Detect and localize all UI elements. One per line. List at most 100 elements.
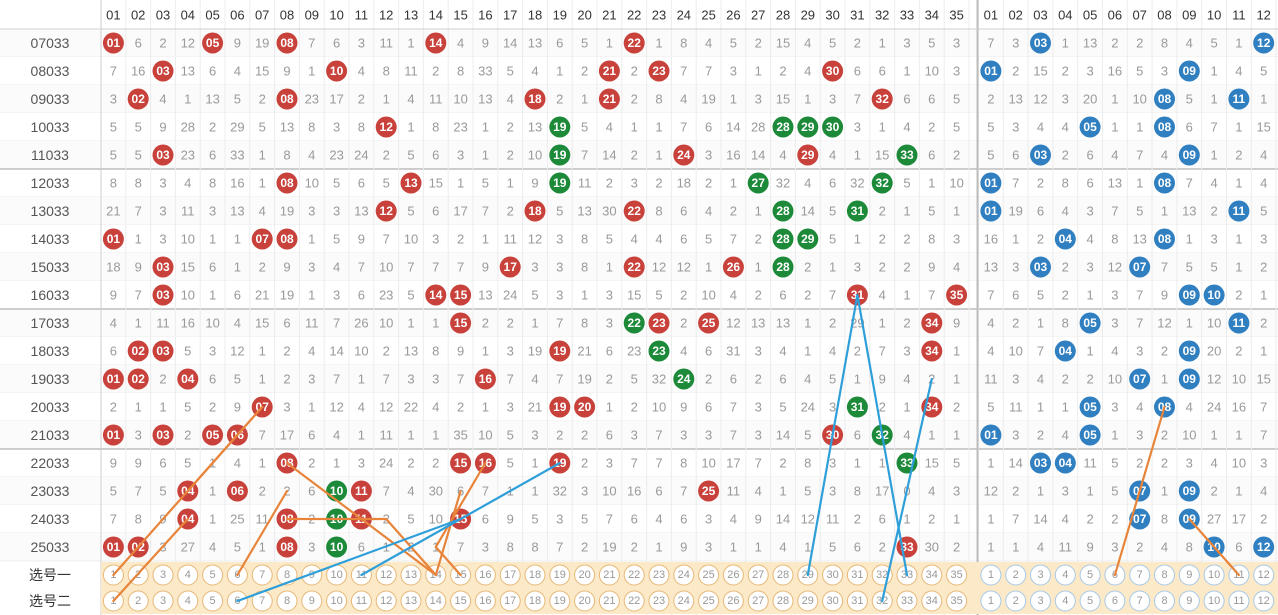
- back-hit-ball[interactable]: [980, 172, 1002, 194]
- pick-ball[interactable]: [921, 564, 943, 586]
- front-hit-ball[interactable]: [276, 172, 298, 194]
- front-hit-ball[interactable]: [549, 116, 571, 138]
- front-hit-ball[interactable]: [574, 396, 596, 418]
- front-hit-ball[interactable]: [722, 256, 744, 278]
- front-hit-ball[interactable]: [425, 32, 447, 54]
- front-hit-ball[interactable]: [797, 116, 819, 138]
- front-hit-ball[interactable]: [846, 396, 868, 418]
- front-hit-ball[interactable]: [524, 200, 546, 222]
- front-hit-ball[interactable]: [896, 144, 918, 166]
- pick-ball[interactable]: [301, 590, 323, 612]
- front-hit-ball[interactable]: [871, 172, 893, 194]
- back-hit-ball[interactable]: [1203, 284, 1225, 306]
- front-hit-ball[interactable]: [623, 200, 645, 222]
- front-hit-ball[interactable]: [177, 368, 199, 390]
- front-hit-ball[interactable]: [698, 312, 720, 334]
- front-hit-ball[interactable]: [549, 144, 571, 166]
- pick-ball[interactable]: [474, 590, 496, 612]
- back-hit-ball[interactable]: [1154, 116, 1175, 138]
- back-hit-ball[interactable]: [1154, 172, 1175, 194]
- front-hit-ball[interactable]: [152, 340, 174, 362]
- front-hit-ball[interactable]: [276, 88, 298, 110]
- back-hit-ball[interactable]: [1079, 396, 1101, 418]
- pick-ball[interactable]: [177, 564, 199, 586]
- front-hit-ball[interactable]: [598, 88, 620, 110]
- back-hit-ball[interactable]: [1178, 284, 1200, 306]
- back-hit-ball[interactable]: [1030, 32, 1051, 54]
- front-hit-ball[interactable]: [326, 60, 348, 82]
- pick-ball[interactable]: [276, 590, 298, 612]
- pick-ball[interactable]: [648, 590, 670, 612]
- front-hit-ball[interactable]: [648, 312, 670, 334]
- pick-ball[interactable]: [698, 590, 720, 612]
- back-hit-ball[interactable]: [1253, 32, 1275, 54]
- pick-ball[interactable]: [1253, 590, 1275, 612]
- back-hit-ball[interactable]: [1178, 480, 1200, 502]
- front-hit-ball[interactable]: [375, 116, 397, 138]
- pick-ball[interactable]: [350, 590, 372, 612]
- front-hit-ball[interactable]: [921, 312, 943, 334]
- pick-ball[interactable]: [772, 564, 794, 586]
- pick-ball[interactable]: [1079, 590, 1101, 612]
- pick-ball[interactable]: [1005, 564, 1027, 586]
- pick-ball[interactable]: [1030, 564, 1051, 586]
- pick-ball[interactable]: [673, 564, 695, 586]
- pick-ball[interactable]: [698, 564, 720, 586]
- pick-ball[interactable]: [202, 564, 224, 586]
- front-hit-ball[interactable]: [822, 60, 844, 82]
- front-hit-ball[interactable]: [474, 368, 496, 390]
- pick-ball[interactable]: [722, 590, 744, 612]
- pick-ball[interactable]: [450, 590, 472, 612]
- pick-ball[interactable]: [1178, 564, 1200, 586]
- pick-ball[interactable]: [400, 590, 422, 612]
- pick-ball[interactable]: [375, 590, 397, 612]
- pick-ball[interactable]: [797, 590, 819, 612]
- pick-ball[interactable]: [921, 590, 943, 612]
- pick-ball[interactable]: [177, 590, 199, 612]
- back-hit-ball[interactable]: [980, 200, 1002, 222]
- pick-ball[interactable]: [722, 564, 744, 586]
- back-hit-ball[interactable]: [1030, 144, 1051, 166]
- back-hit-ball[interactable]: [1178, 368, 1200, 390]
- back-hit-ball[interactable]: [980, 60, 1002, 82]
- front-hit-ball[interactable]: [648, 340, 670, 362]
- front-hit-ball[interactable]: [946, 284, 968, 306]
- front-hit-ball[interactable]: [549, 172, 571, 194]
- front-hit-ball[interactable]: [326, 536, 348, 558]
- back-hit-ball[interactable]: [1054, 452, 1076, 474]
- front-hit-ball[interactable]: [673, 368, 695, 390]
- pick-ball[interactable]: [1005, 590, 1027, 612]
- front-hit-ball[interactable]: [871, 88, 893, 110]
- pick-ball[interactable]: [1154, 564, 1175, 586]
- front-hit-ball[interactable]: [623, 32, 645, 54]
- pick-ball[interactable]: [673, 590, 695, 612]
- front-hit-ball[interactable]: [450, 284, 472, 306]
- front-hit-ball[interactable]: [499, 256, 521, 278]
- front-hit-ball[interactable]: [102, 536, 124, 558]
- pick-ball[interactable]: [1154, 590, 1175, 612]
- front-hit-ball[interactable]: [822, 116, 844, 138]
- back-hit-ball[interactable]: [1054, 228, 1076, 250]
- front-hit-ball[interactable]: [276, 536, 298, 558]
- front-hit-ball[interactable]: [846, 200, 868, 222]
- pick-ball[interactable]: [1178, 590, 1200, 612]
- front-hit-ball[interactable]: [102, 368, 124, 390]
- pick-ball[interactable]: [574, 564, 596, 586]
- pick-ball[interactable]: [1054, 590, 1076, 612]
- pick-ball[interactable]: [896, 590, 918, 612]
- pick-ball[interactable]: [152, 590, 174, 612]
- pick-ball[interactable]: [499, 564, 521, 586]
- back-hit-ball[interactable]: [1154, 88, 1175, 110]
- front-hit-ball[interactable]: [102, 228, 124, 250]
- front-hit-ball[interactable]: [450, 452, 472, 474]
- pick-ball[interactable]: [1129, 590, 1151, 612]
- back-hit-ball[interactable]: [1228, 88, 1250, 110]
- pick-ball[interactable]: [301, 564, 323, 586]
- front-hit-ball[interactable]: [797, 144, 819, 166]
- pick-ball[interactable]: [980, 564, 1002, 586]
- pick-ball[interactable]: [127, 590, 149, 612]
- front-hit-ball[interactable]: [152, 60, 174, 82]
- back-hit-ball[interactable]: [1178, 340, 1200, 362]
- pick-ball[interactable]: [772, 590, 794, 612]
- back-hit-ball[interactable]: [1154, 228, 1175, 250]
